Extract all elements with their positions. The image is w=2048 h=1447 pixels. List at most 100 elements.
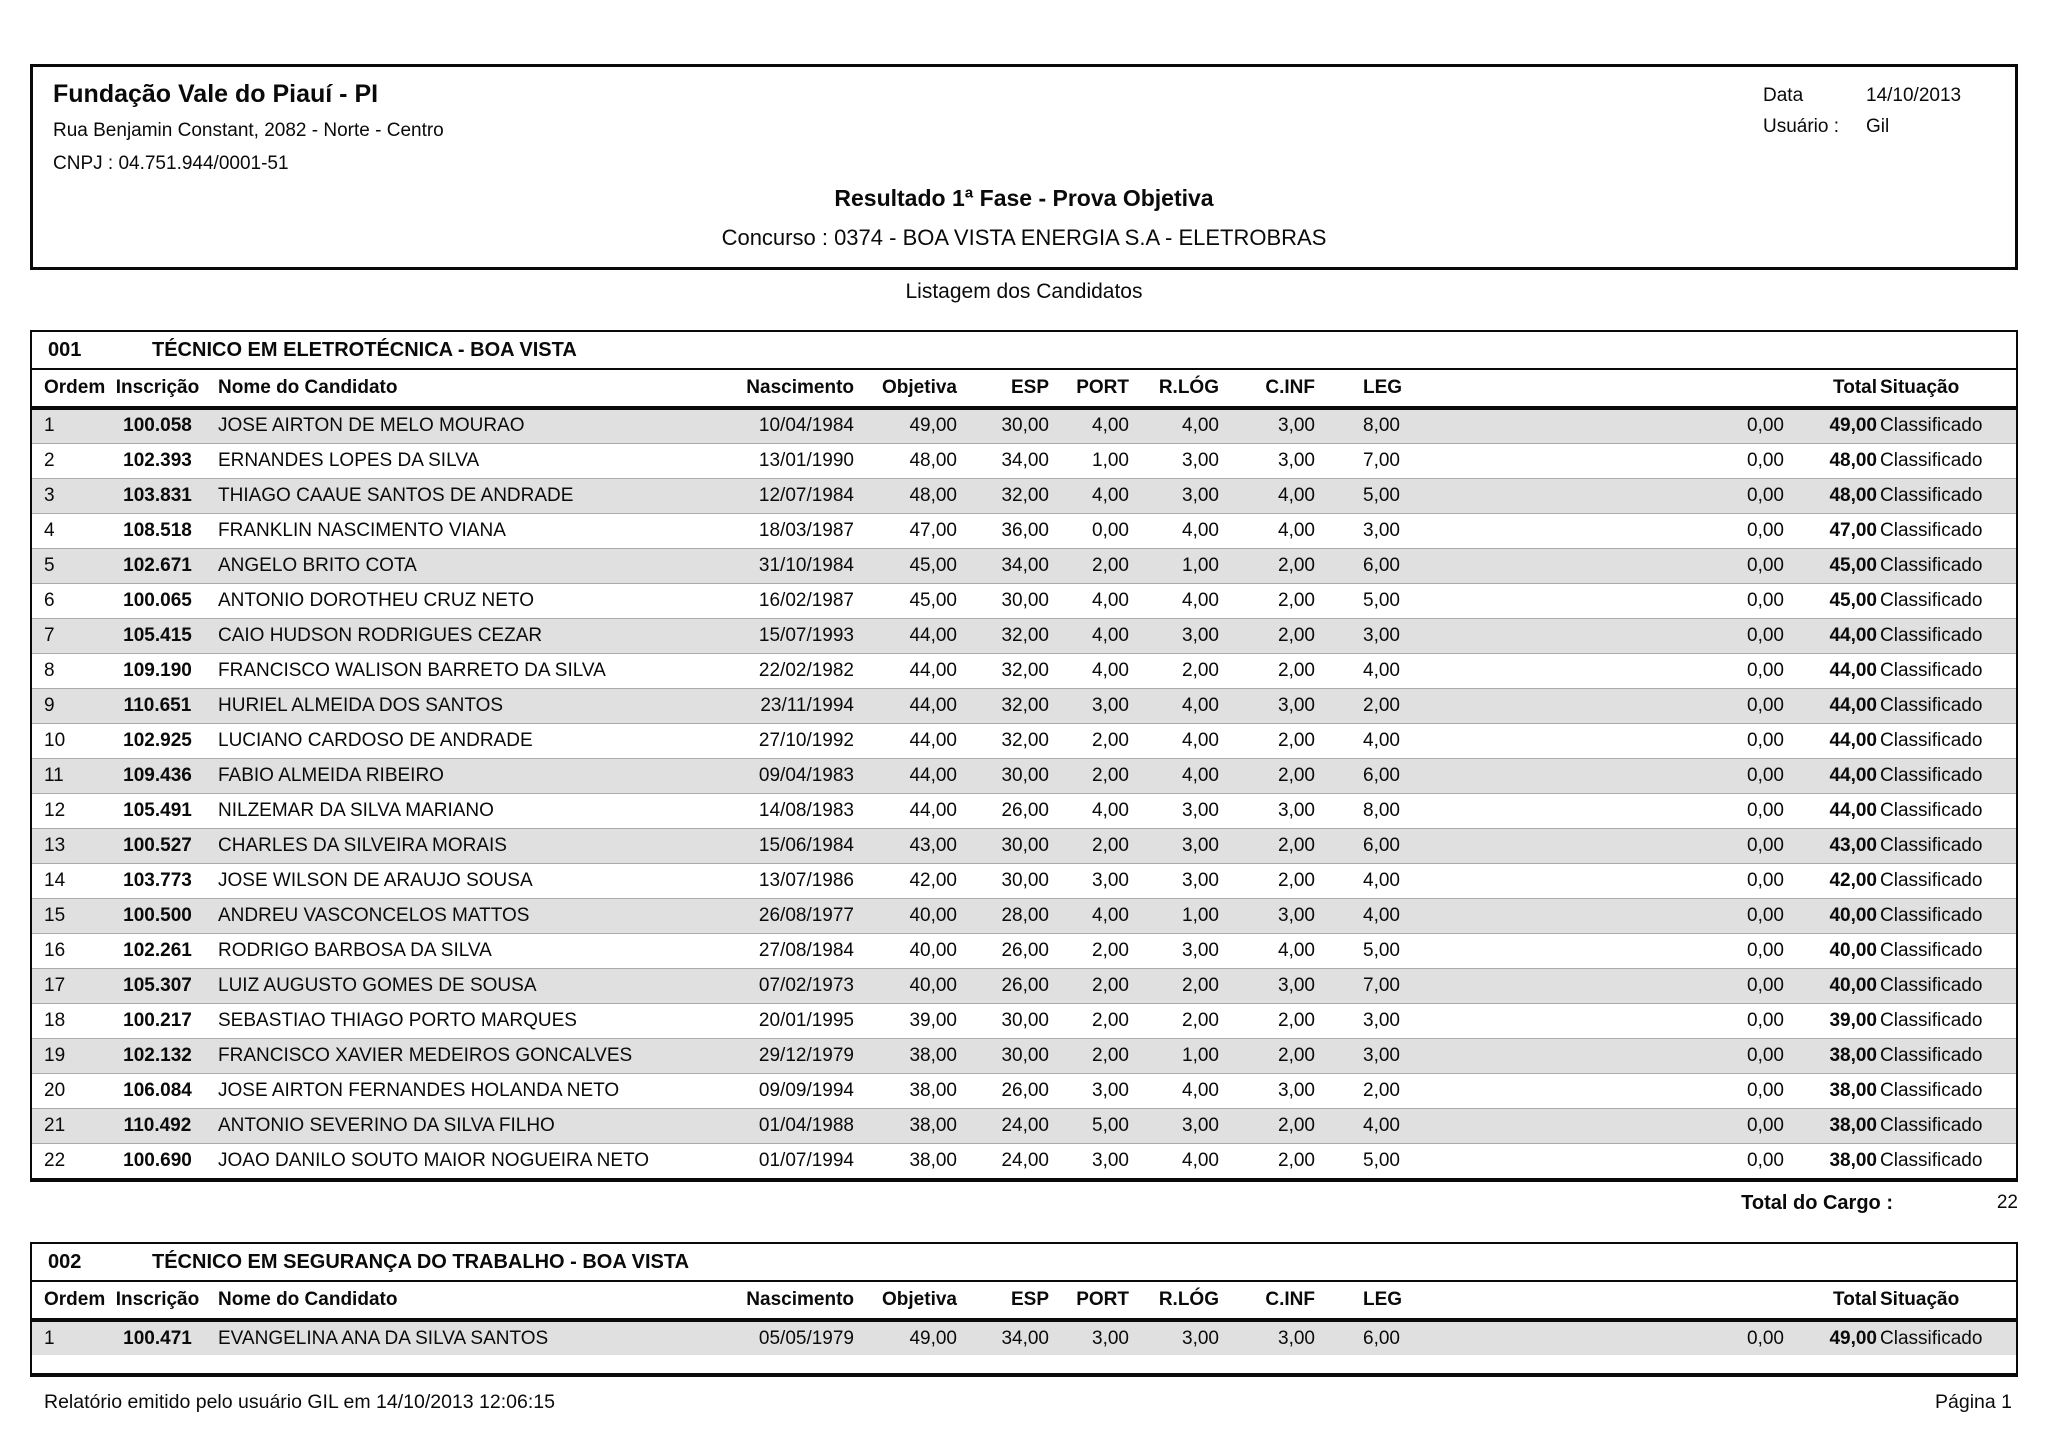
cell-objetiva: 49,00 bbox=[909, 1327, 957, 1349]
cell-nascimento: 26/08/1977 bbox=[654, 898, 854, 934]
cell-c_inf: 2,00 bbox=[1219, 723, 1315, 759]
cell-r_log: 3,00 bbox=[1129, 1108, 1219, 1144]
cell-port: 3,00 bbox=[1049, 688, 1129, 724]
cell-total: 45,00 bbox=[1784, 548, 1877, 584]
cell-total: 49,00 bbox=[1829, 1327, 1877, 1349]
cell-nascimento: 27/10/1992 bbox=[654, 723, 854, 759]
cell-ordem: 12 bbox=[32, 793, 107, 829]
cell-nascimento: 13/07/1986 bbox=[654, 863, 854, 899]
section-001-head: 001 TÉCNICO EM ELETROTÉCNICA - BOA VISTA bbox=[32, 332, 2016, 370]
col-header-nascimento: Nascimento bbox=[654, 370, 854, 410]
cell-extra: 0,00 bbox=[1459, 968, 1784, 1004]
cell-objetiva: 38,00 bbox=[854, 1038, 957, 1074]
candidate-row: 21 110.492 ANTONIO SEVERINO DA SILVA FILHO… bbox=[32, 1108, 2016, 1144]
cell-esp: 32,00 bbox=[957, 618, 1049, 654]
cell-port: 2,00 bbox=[1049, 1038, 1129, 1074]
cell-total: 40,00 bbox=[1784, 968, 1877, 1004]
cell-situacao: Classificado bbox=[1877, 1003, 2016, 1039]
cell-port: 2,00 bbox=[1049, 828, 1129, 864]
cell-leg: 6,00 bbox=[1315, 758, 1459, 794]
cell-nascimento: 09/04/1983 bbox=[654, 758, 854, 794]
cell-nome: FRANCISCO XAVIER MEDEIROS GONCALVES bbox=[208, 1038, 654, 1074]
cell-port: 4,00 bbox=[1049, 898, 1129, 934]
cell-total: 48,00 bbox=[1784, 478, 1877, 514]
candidate-row: 8 109.190 FRANCISCO WALISON BARRETO DA SIL… bbox=[32, 653, 2016, 689]
section-002: 002 TÉCNICO EM SEGURANÇA DO TRABALHO - B… bbox=[30, 1242, 2018, 1377]
cell-port: 4,00 bbox=[1049, 583, 1129, 619]
cell-leg: 2,00 bbox=[1315, 1073, 1459, 1109]
cell-situacao: Classificado bbox=[1877, 933, 2016, 969]
cell-r_log: 3,00 bbox=[1182, 1327, 1219, 1349]
cell-c_inf: 2,00 bbox=[1219, 548, 1315, 584]
cell-nascimento: 20/01/1995 bbox=[654, 1003, 854, 1039]
cell-ordem: 20 bbox=[32, 1073, 107, 1109]
cell-extra: 0,00 bbox=[1459, 443, 1784, 479]
cell-r_log: 4,00 bbox=[1129, 1073, 1219, 1109]
cell-extra: 0,00 bbox=[1459, 548, 1784, 584]
cell-situacao: Classificado bbox=[1877, 968, 2016, 1004]
cell-total: 44,00 bbox=[1784, 723, 1877, 759]
cell-objetiva: 44,00 bbox=[854, 793, 957, 829]
cell-leg: 4,00 bbox=[1315, 1108, 1459, 1144]
cell-esp: 32,00 bbox=[957, 688, 1049, 724]
cell-nome: ERNANDES LOPES DA SILVA bbox=[208, 443, 654, 479]
cell-inscricao: 105.307 bbox=[107, 968, 208, 1004]
candidate-row: 12 105.491 NILZEMAR DA SILVA MARIANO 14/08/… bbox=[32, 793, 2016, 829]
cell-leg: 6,00 bbox=[1315, 548, 1459, 584]
cell-leg: 5,00 bbox=[1363, 1149, 1400, 1171]
cell-esp: 34,00 bbox=[957, 443, 1049, 479]
cell-port: 2,00 bbox=[1049, 758, 1129, 794]
user-value: Gil bbox=[1866, 116, 1890, 137]
cell-total: 44,00 bbox=[1784, 758, 1877, 794]
cell-leg: 7,00 bbox=[1315, 968, 1459, 1004]
cell-situacao: Classificado bbox=[1877, 618, 2016, 654]
cell-total: 39,00 bbox=[1784, 1003, 1877, 1039]
cell-objetiva: 38,00 bbox=[909, 1149, 957, 1171]
cell-extra: 0,00 bbox=[1459, 758, 1784, 794]
table-body: 1 100.058 JOSE AIRTON DE MELO MOURAO 10/04/… bbox=[32, 408, 2016, 1178]
cell-esp: 26,00 bbox=[957, 1073, 1049, 1109]
cell-leg: 3,00 bbox=[1315, 513, 1459, 549]
cell-leg: 3,00 bbox=[1315, 1003, 1459, 1039]
cell-inscricao: 105.415 bbox=[107, 618, 208, 654]
cell-ordem: 4 bbox=[32, 513, 107, 549]
cell-port: 2,00 bbox=[1049, 548, 1129, 584]
cell-c_inf: 2,00 bbox=[1219, 618, 1315, 654]
cell-r_log: 4,00 bbox=[1182, 1149, 1219, 1171]
cell-situacao: Classificado bbox=[1877, 723, 2016, 759]
cell-ordem: 6 bbox=[32, 583, 107, 619]
cell-extra: 0,00 bbox=[1459, 863, 1784, 899]
cell-port: 2,00 bbox=[1049, 1003, 1129, 1039]
cell-extra: 0,00 bbox=[1459, 478, 1784, 514]
cell-c_inf: 3,00 bbox=[1219, 688, 1315, 724]
cell-objetiva: 44,00 bbox=[854, 618, 957, 654]
cell-c_inf: 2,00 bbox=[1219, 758, 1315, 794]
candidate-row: 10 102.925 LUCIANO CARDOSO DE ANDRADE 27/10… bbox=[32, 723, 2016, 759]
cell-esp: 34,00 bbox=[957, 548, 1049, 584]
cell-esp: 30,00 bbox=[957, 583, 1049, 619]
cell-inscricao: 103.831 bbox=[107, 478, 208, 514]
cell-nome: FABIO ALMEIDA RIBEIRO bbox=[208, 758, 654, 794]
cell-situacao: Classificado bbox=[1880, 1149, 1983, 1171]
cell-port: 1,00 bbox=[1049, 443, 1129, 479]
cell-nascimento: 14/08/1983 bbox=[654, 793, 854, 829]
cell-leg: 4,00 bbox=[1315, 653, 1459, 689]
cell-situacao: Classificado bbox=[1877, 758, 2016, 794]
col-header-port: PORT bbox=[1049, 1282, 1129, 1322]
candidate-row: 22 100.690 JOAO DANILO SOUTO MAIOR NOGUEIR… bbox=[32, 1143, 2016, 1178]
cell-nome: RODRIGO BARBOSA DA SILVA bbox=[208, 933, 654, 969]
cell-total: 42,00 bbox=[1784, 863, 1877, 899]
cell-ordem: 1 bbox=[32, 408, 107, 444]
col-header-port: PORT bbox=[1049, 370, 1129, 410]
cell-r_log: 4,00 bbox=[1129, 513, 1219, 549]
cell-objetiva: 43,00 bbox=[854, 828, 957, 864]
cell-situacao: Classificado bbox=[1877, 583, 2016, 619]
cell-esp: 30,00 bbox=[957, 1003, 1049, 1039]
cell-nome: FRANKLIN NASCIMENTO VIANA bbox=[208, 513, 654, 549]
cell-inscricao: 102.261 bbox=[107, 933, 208, 969]
cell-c_inf: 2,00 bbox=[1219, 828, 1315, 864]
contest-line: Concurso : 0374 - BOA VISTA ENERGIA S.A … bbox=[721, 225, 1327, 250]
cell-ordem: 9 bbox=[32, 688, 107, 724]
cell-nascimento: 12/07/1984 bbox=[654, 478, 854, 514]
cell-nome: HURIEL ALMEIDA DOS SANTOS bbox=[208, 688, 654, 724]
